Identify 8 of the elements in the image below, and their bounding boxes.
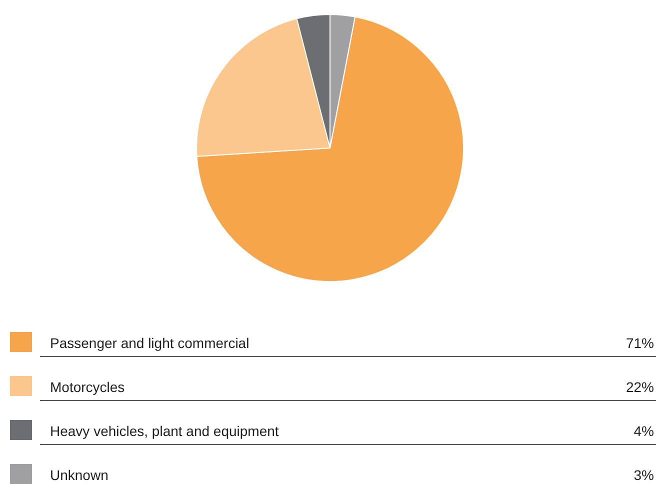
- data-label: 22%: [626, 379, 654, 395]
- data-label: 71%: [626, 335, 654, 351]
- data-label: 3%: [634, 467, 654, 483]
- legend-label: Heavy vehicles, plant and equipment: [50, 423, 279, 439]
- legend-label: Unknown: [50, 467, 108, 483]
- legend-label: Passenger and light commercial: [50, 335, 250, 351]
- legend-label: Motorcycles: [50, 379, 125, 395]
- data-label: 4%: [634, 423, 654, 439]
